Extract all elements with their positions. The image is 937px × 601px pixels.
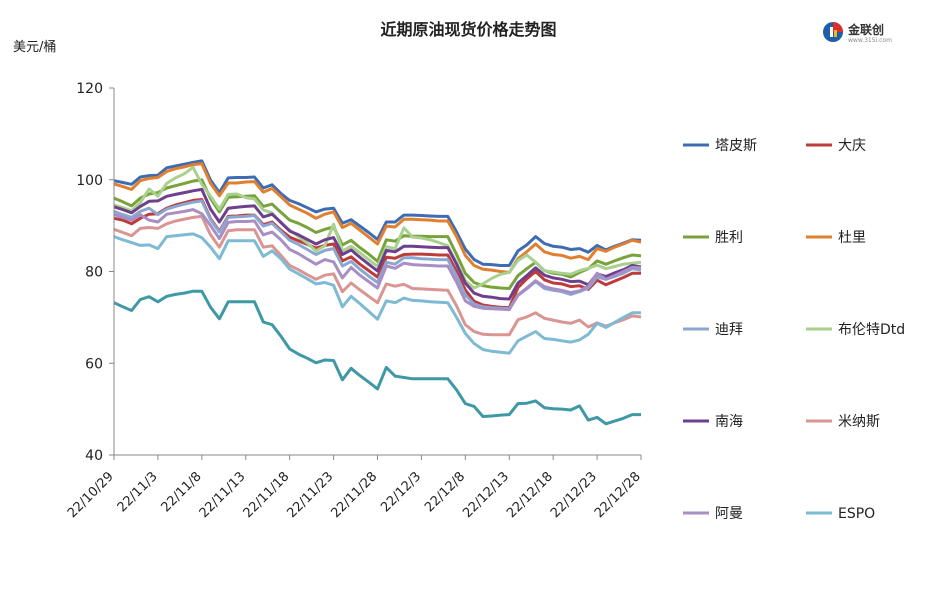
y-tick-label: 120 [76,81,103,97]
logo: 金联创 www.315i.com [822,18,902,48]
legend-label: 阿曼 [715,506,743,522]
logo-name: 金联创 [848,23,885,37]
legend-label: 大庆 [838,138,866,154]
axes-layer: 40608010012022/10/2922/11/322/11/822/11/… [65,81,644,521]
series-line-7 [113,187,642,301]
series-line-11 [113,289,641,426]
legend-item: 大庆 [806,138,866,154]
x-tick-label: 22/12/3 [378,469,424,515]
logo-mark-icon [823,22,843,42]
y-tick-label: 40 [85,448,103,464]
legend-item: 南海 [683,414,743,430]
series-line-10 [113,232,641,355]
legend-item: 杜里 [806,230,866,246]
y-tick-label: 60 [85,356,103,372]
legend-item: 迪拜 [683,322,743,338]
legend-item: 阿曼 [683,506,743,522]
x-tick-label: 22/12/18 [504,469,556,521]
series-line-8 [113,214,642,337]
x-tick-label: 22/12/13 [460,469,512,521]
legend-label: 迪拜 [715,322,743,338]
legend-item: 米纳斯 [806,414,880,430]
logo-url: www.315i.com [848,37,892,44]
x-tick-label: 22/11/13 [197,469,249,521]
series-line-4 [113,162,642,274]
x-tick-label: 22/11/18 [241,469,293,521]
legend-label: 布伦特Dtd [838,322,905,338]
x-tick-label: 22/11/23 [285,469,337,521]
x-tick-label: 22/12/28 [592,469,644,521]
chart-title: 近期原油现货价格走势图 [380,20,557,39]
legend-item: ESPO [806,506,875,522]
x-tick-label: 22/10/29 [65,469,117,521]
x-tick-label: 22/11/28 [328,469,380,521]
x-tick-label: 22/12/23 [548,469,600,521]
y-axis-unit-label: 美元/桶 [13,40,57,55]
legend-item: 布伦特Dtd [806,322,905,338]
legend-label: 杜里 [838,230,866,246]
y-tick-label: 80 [85,265,103,281]
series-layer [113,159,642,426]
series-line-1 [113,159,642,267]
legend-label: ESPO [838,506,875,522]
legend-label: 南海 [715,414,743,430]
x-tick-label: 22/11/3 [115,469,161,515]
legend-label: 胜利 [715,230,743,246]
legend-label: 塔皮斯 [715,138,757,154]
legend-item: 胜利 [683,230,743,246]
series-line-9 [113,208,642,312]
series-line-6 [113,165,642,290]
legend-item: 塔皮斯 [683,138,757,154]
y-tick-label: 100 [76,173,103,189]
legend-label: 米纳斯 [838,414,880,430]
